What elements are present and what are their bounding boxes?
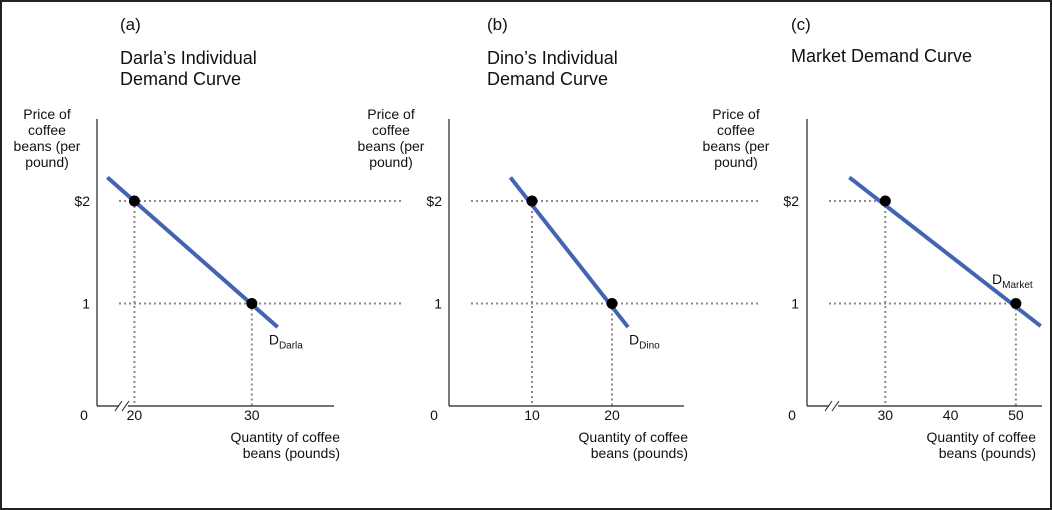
origin-label: 0	[80, 407, 88, 423]
y-axis-label-line: Price of	[23, 106, 71, 122]
curve-label-subscript: Dino	[639, 341, 660, 352]
demand-point	[1010, 298, 1022, 309]
x-axis-label-line: Quantity of coffee	[231, 429, 341, 445]
x-axis-label-line: beans (pounds)	[939, 445, 1036, 461]
panel-2: (b) Dino’s Individual Demand Curve Price of…	[358, 15, 759, 461]
origin-label: 0	[788, 407, 796, 423]
x-tick-label: 20	[127, 407, 143, 423]
panel-title-line: Demand Curve	[487, 69, 608, 89]
y-axis-label: Price of coffee beans (per pound)	[358, 106, 425, 170]
panel-title-line: Darla’s Individual	[120, 48, 257, 68]
x-axis-label-line: Quantity of coffee	[579, 429, 689, 445]
x-tick-label: 40	[943, 407, 959, 423]
y-tick-label: $2	[783, 193, 799, 209]
axis-break-gap	[829, 400, 838, 412]
panel-label: (a)	[120, 15, 141, 34]
y-axis-label-line: coffee	[717, 122, 755, 138]
y-axis-label-line: beans (per	[358, 138, 425, 154]
x-axis-label-line: Quantity of coffee	[927, 429, 1037, 445]
y-tick-label: 1	[791, 296, 799, 312]
demand-point	[879, 195, 891, 207]
y-axis-label-line: coffee	[372, 122, 410, 138]
y-axis-label-line: Price of	[712, 106, 760, 122]
demand-point	[246, 298, 258, 309]
x-tick-label: 20	[604, 407, 620, 423]
axis-break-mark	[114, 400, 123, 412]
y-tick-label: $2	[74, 193, 90, 209]
y-axis-label-line: coffee	[28, 122, 66, 138]
demand-point	[128, 195, 140, 207]
axis-break-mark	[824, 400, 833, 412]
axis-break-mark	[831, 400, 840, 412]
curve-label-main: D	[992, 271, 1002, 287]
curve-label-subscript: Darla	[279, 341, 303, 352]
origin-label: 0	[430, 407, 438, 423]
x-tick-label: 10	[524, 407, 540, 423]
x-axis-label: Quantity of coffee beans (pounds)	[231, 429, 341, 461]
y-axis-label: Price of coffee beans (per pound)	[703, 106, 770, 170]
y-axis-label-line: pound)	[369, 154, 413, 170]
curve-label-main: D	[269, 332, 279, 348]
curve-label-main: D	[629, 332, 639, 348]
y-axis-label-line: Price of	[367, 106, 415, 122]
panel-title-line: Demand Curve	[120, 69, 241, 89]
x-axis-label: Quantity of coffee beans (pounds)	[579, 429, 689, 461]
panel-title-line: Market Demand Curve	[791, 46, 972, 66]
y-axis-label-line: beans (per	[703, 138, 770, 154]
curve-label-subscript: Market	[1002, 280, 1033, 291]
panel-label: (b)	[487, 15, 508, 34]
curve-label: DDino	[629, 332, 660, 352]
y-axis-label-line: pound)	[25, 154, 69, 170]
panel-title-line: Dino’s Individual	[487, 48, 618, 68]
y-axis-label-line: pound)	[714, 154, 758, 170]
y-axis-label: Price of coffee beans (per pound)	[14, 106, 81, 170]
panel-title: Darla’s Individual Demand Curve	[120, 48, 257, 89]
axis-break-gap	[119, 400, 128, 412]
curve-label: DDarla	[269, 332, 303, 352]
x-tick-label: 30	[244, 407, 260, 423]
panel-1: (a) Darla’s Individual Demand Curve Price o…	[14, 15, 404, 461]
panel-title: Market Demand Curve	[791, 46, 972, 66]
x-tick-label: 50	[1008, 407, 1024, 423]
demand-point	[606, 298, 618, 309]
axis-break-mark	[121, 400, 130, 412]
x-tick-label: 30	[878, 407, 894, 423]
y-axis-label-line: beans (per	[14, 138, 81, 154]
y-tick-label: $2	[426, 193, 442, 209]
x-axis-label-line: beans (pounds)	[243, 445, 340, 461]
y-tick-label: 1	[82, 296, 90, 312]
x-axis-label: Quantity of coffee beans (pounds)	[927, 429, 1037, 461]
x-axis-label-line: beans (pounds)	[591, 445, 688, 461]
curve-label: DMarket	[992, 271, 1033, 291]
panel-title: Dino’s Individual Demand Curve	[487, 48, 618, 89]
demand-point	[526, 195, 538, 207]
y-tick-label: 1	[434, 296, 442, 312]
panel-label: (c)	[791, 15, 811, 34]
